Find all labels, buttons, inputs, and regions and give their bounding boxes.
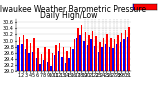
Bar	[63, 47, 64, 71]
Bar	[52, 53, 53, 71]
Bar	[101, 47, 103, 71]
Bar	[66, 51, 68, 71]
Bar	[58, 51, 59, 71]
Bar	[114, 39, 115, 71]
Bar	[127, 37, 128, 71]
Bar	[105, 44, 106, 71]
Bar	[61, 57, 63, 71]
Bar	[110, 38, 112, 71]
Bar	[112, 48, 114, 71]
Bar	[32, 52, 33, 71]
Text: Milwaukee Weather Barometric Pressure: Milwaukee Weather Barometric Pressure	[0, 5, 146, 14]
Bar	[19, 37, 20, 71]
Bar	[120, 42, 121, 71]
Bar	[72, 49, 74, 71]
Bar	[109, 47, 110, 71]
Bar	[39, 64, 41, 71]
Bar	[36, 58, 37, 71]
Bar	[21, 44, 23, 71]
Bar	[17, 45, 19, 71]
Bar	[47, 62, 48, 71]
Bar	[70, 47, 71, 71]
Bar	[44, 47, 46, 71]
Bar	[68, 58, 70, 71]
Bar	[99, 42, 101, 71]
Bar	[30, 43, 31, 71]
Bar	[26, 39, 28, 71]
Bar	[96, 36, 97, 71]
Bar	[23, 35, 24, 71]
Bar	[48, 49, 50, 71]
Bar	[59, 43, 60, 71]
Bar	[77, 28, 79, 71]
Bar	[84, 32, 86, 71]
Bar	[28, 53, 30, 71]
Bar	[50, 66, 52, 71]
Bar	[94, 46, 96, 71]
Bar	[55, 45, 57, 71]
Bar	[106, 34, 108, 71]
Bar	[83, 41, 84, 71]
Text: Daily High/Low: Daily High/Low	[40, 11, 97, 20]
Bar	[123, 39, 125, 71]
Bar	[128, 27, 130, 71]
Bar	[74, 39, 75, 71]
Bar	[88, 35, 90, 71]
Bar	[103, 38, 104, 71]
Bar	[76, 38, 77, 71]
Bar	[92, 31, 93, 71]
Bar	[79, 35, 81, 71]
Bar	[81, 25, 82, 71]
Bar	[87, 45, 88, 71]
Bar	[65, 63, 66, 71]
Bar	[121, 33, 122, 71]
Bar	[125, 30, 126, 71]
Bar	[41, 54, 42, 71]
Bar	[117, 35, 119, 71]
Bar	[33, 38, 35, 71]
Bar	[116, 44, 117, 71]
Bar	[37, 48, 39, 71]
Bar	[98, 52, 99, 71]
Bar	[43, 60, 44, 71]
Bar	[25, 49, 26, 71]
Bar	[90, 39, 92, 71]
Bar	[54, 55, 55, 71]
